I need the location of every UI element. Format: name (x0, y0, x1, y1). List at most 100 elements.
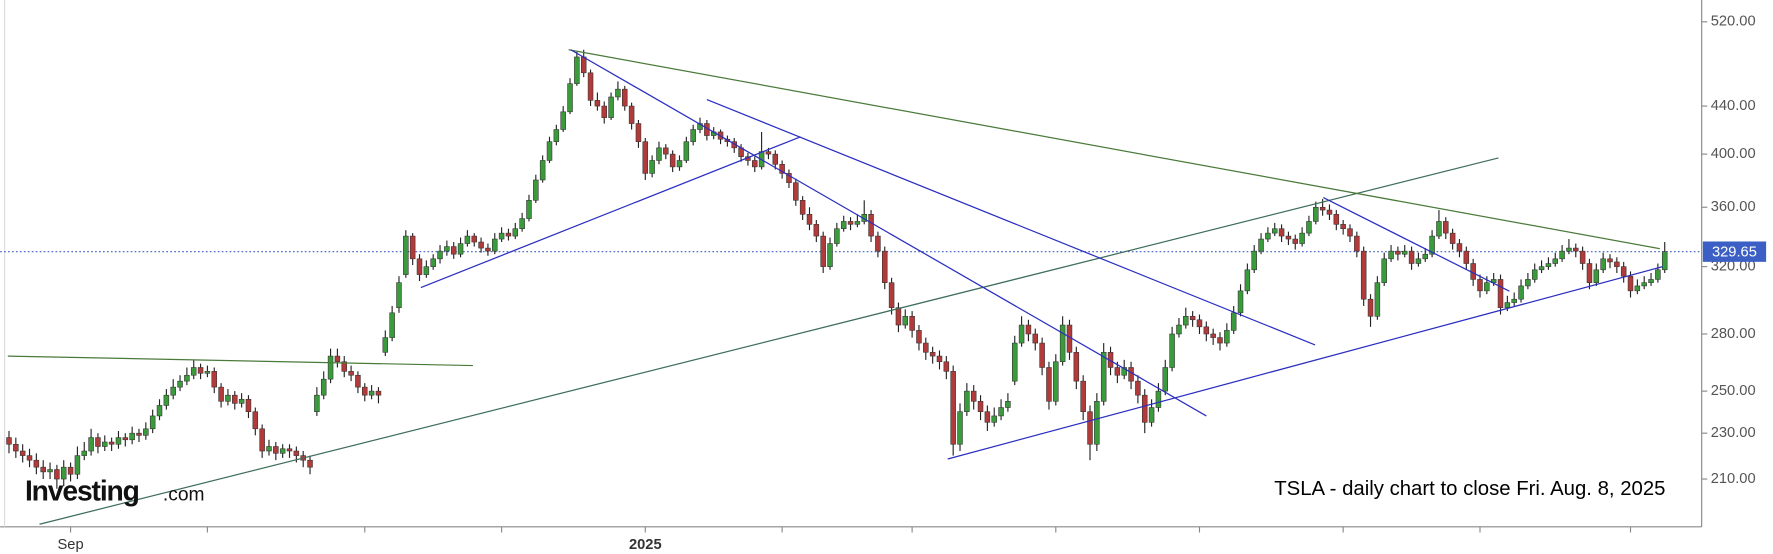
candle-body (389, 312, 395, 338)
candle-body (1484, 282, 1490, 292)
candle-body (1436, 221, 1442, 237)
candle-body (1012, 342, 1018, 382)
candle-body (1477, 279, 1483, 292)
candle-body (1299, 232, 1305, 244)
candle-body (1094, 401, 1100, 445)
candle-body (601, 105, 607, 118)
candle-body (464, 235, 471, 244)
candle-body (437, 250, 443, 260)
candle-body (998, 407, 1004, 417)
candle-body (793, 182, 799, 201)
candle-body (81, 450, 88, 456)
candle-body (1634, 285, 1641, 292)
candle-body (902, 316, 909, 326)
watermark-suffix: .com (163, 484, 205, 505)
candle-body (594, 100, 601, 107)
candle-body (964, 390, 970, 412)
candle-body (1224, 330, 1230, 344)
candle-body (396, 282, 402, 308)
candle-body (1347, 228, 1353, 237)
candle-body (1046, 367, 1052, 402)
candle-body (752, 160, 758, 168)
trend-line (39, 157, 1499, 525)
candle-body (1271, 228, 1278, 234)
candle-body (1148, 407, 1155, 423)
x-tick-label: Sep (58, 537, 84, 553)
candle-body (888, 282, 895, 308)
candle-body (813, 224, 820, 237)
candle-body (156, 405, 163, 417)
candle-body (95, 437, 101, 447)
candle-body (498, 232, 505, 240)
candle-body (47, 469, 53, 473)
candle-body (505, 232, 512, 237)
y-tick-label: 280.00 (1711, 326, 1756, 342)
candle-body (1210, 333, 1216, 338)
candle-body (211, 371, 217, 388)
x-tick-label: 2025 (629, 537, 662, 553)
candle-body (786, 173, 792, 183)
candle-body (1620, 266, 1627, 277)
candle-body (1128, 367, 1134, 382)
candle-body (6, 437, 12, 445)
candle-body (88, 437, 94, 452)
candle-body (1401, 250, 1408, 255)
candle-body (232, 394, 238, 404)
candle-body (1559, 250, 1565, 260)
candle-body (923, 342, 929, 353)
candle-body (362, 386, 368, 396)
candle-body (129, 432, 135, 441)
candle-body (1422, 253, 1429, 260)
candle-body (1538, 266, 1545, 271)
last-price-box (1702, 241, 1767, 262)
candle-body (1005, 401, 1011, 408)
candle-body (533, 179, 539, 201)
candle-body (1497, 279, 1504, 308)
candle-body (1627, 275, 1634, 292)
candle-body (149, 415, 156, 430)
candle-body (580, 56, 587, 74)
candle-body (1313, 206, 1319, 222)
candle-body (1217, 337, 1223, 344)
candle-body (115, 437, 122, 445)
candle-body (1230, 312, 1237, 331)
candle-body (1449, 232, 1456, 244)
candle-body (1183, 316, 1189, 326)
candle-body (663, 147, 669, 155)
annotation: TSLA - daily chart to close Fri. Aug. 8,… (1274, 478, 1665, 500)
trend-line (947, 266, 1663, 460)
candle-body (444, 246, 450, 252)
candle-body (1032, 333, 1039, 344)
candle-body (1463, 250, 1470, 264)
candle-body (184, 374, 190, 382)
candle-body (1600, 258, 1606, 271)
candle-body (649, 160, 655, 174)
candle-body (1162, 367, 1169, 392)
candle-body (1648, 279, 1654, 283)
candle-body (177, 380, 183, 388)
candle-body (1306, 221, 1312, 234)
candle-body (252, 411, 259, 430)
candle-body (266, 446, 272, 452)
y-tick-label: 230.00 (1711, 425, 1756, 441)
y-tick-label: 250.00 (1711, 383, 1756, 399)
candle-body (895, 307, 902, 326)
candle-body (1511, 298, 1517, 303)
candle-body (409, 235, 416, 260)
candle-body (950, 371, 956, 445)
candle-body (519, 218, 525, 229)
candle-body (970, 390, 977, 402)
candle-body (1155, 390, 1162, 408)
candle-body (1141, 394, 1148, 423)
plot: 210.00 230.00 250.00 280.00 320.00 360.00 400.… (0, 14, 1767, 553)
candle-body (1374, 282, 1381, 317)
candle-body (67, 466, 74, 475)
candle-body (416, 258, 423, 275)
candle-body (1237, 290, 1244, 314)
candle-body (286, 448, 293, 452)
trend-line (570, 49, 1207, 417)
candle-body (1278, 228, 1285, 237)
candle-body (779, 164, 785, 174)
candle-body (1655, 269, 1661, 280)
candle-body (512, 228, 519, 237)
